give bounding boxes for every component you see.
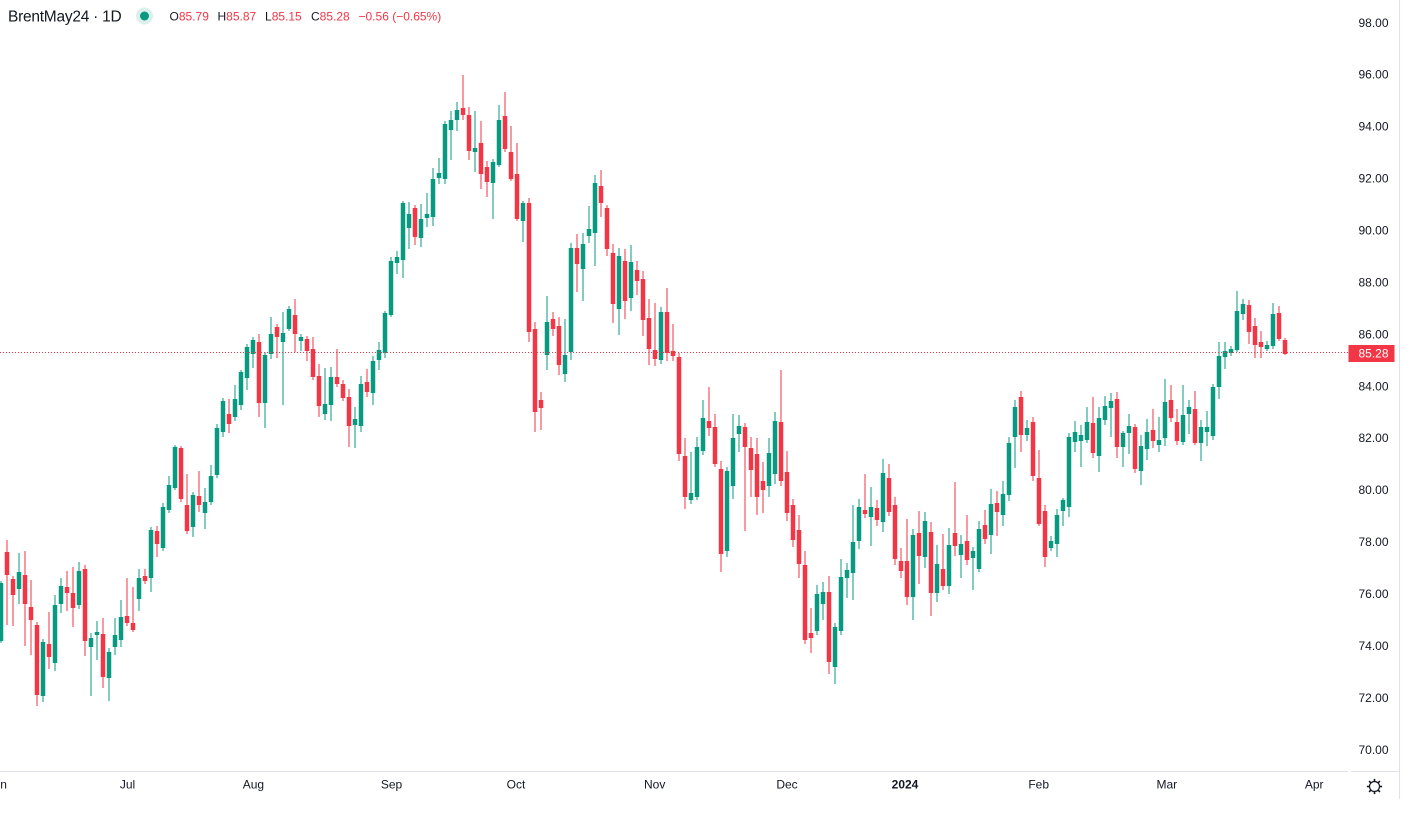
svg-text:2024: 2024: [892, 778, 919, 792]
svg-text:76.00: 76.00: [1358, 587, 1388, 601]
svg-text:BrentMay24 · 1D: BrentMay24 · 1D: [8, 9, 121, 26]
svg-text:Apr: Apr: [1305, 778, 1324, 792]
svg-text:O85.79: O85.79: [170, 10, 210, 24]
svg-text:C85.28: C85.28: [311, 10, 350, 24]
svg-text:86.00: 86.00: [1358, 327, 1388, 341]
svg-text:H85.87: H85.87: [218, 10, 257, 24]
svg-text:Jun: Jun: [0, 778, 7, 792]
svg-text:94.00: 94.00: [1358, 120, 1388, 134]
svg-text:Oct: Oct: [507, 778, 526, 792]
svg-text:98.00: 98.00: [1358, 16, 1388, 30]
svg-text:92.00: 92.00: [1358, 172, 1388, 186]
svg-text:Sep: Sep: [381, 778, 403, 792]
svg-text:Jul: Jul: [120, 778, 135, 792]
svg-text:85.28: 85.28: [1358, 347, 1388, 361]
svg-text:Aug: Aug: [243, 778, 264, 792]
svg-text:Dec: Dec: [776, 778, 797, 792]
svg-text:Feb: Feb: [1028, 778, 1049, 792]
svg-text:80.00: 80.00: [1358, 483, 1388, 497]
svg-text:70.00: 70.00: [1358, 743, 1388, 757]
svg-text:74.00: 74.00: [1358, 639, 1388, 653]
svg-text:72.00: 72.00: [1358, 691, 1388, 705]
svg-text:90.00: 90.00: [1358, 224, 1388, 238]
svg-text:Nov: Nov: [644, 778, 665, 792]
svg-text:96.00: 96.00: [1358, 68, 1388, 82]
svg-text:−0.56 (−0.65%): −0.56 (−0.65%): [359, 10, 442, 24]
svg-text:84.00: 84.00: [1358, 379, 1388, 393]
svg-text:78.00: 78.00: [1358, 535, 1388, 549]
svg-text:82.00: 82.00: [1358, 431, 1388, 445]
svg-text:Mar: Mar: [1156, 778, 1177, 792]
svg-text:L85.15: L85.15: [265, 10, 302, 24]
svg-text:88.00: 88.00: [1358, 275, 1388, 289]
